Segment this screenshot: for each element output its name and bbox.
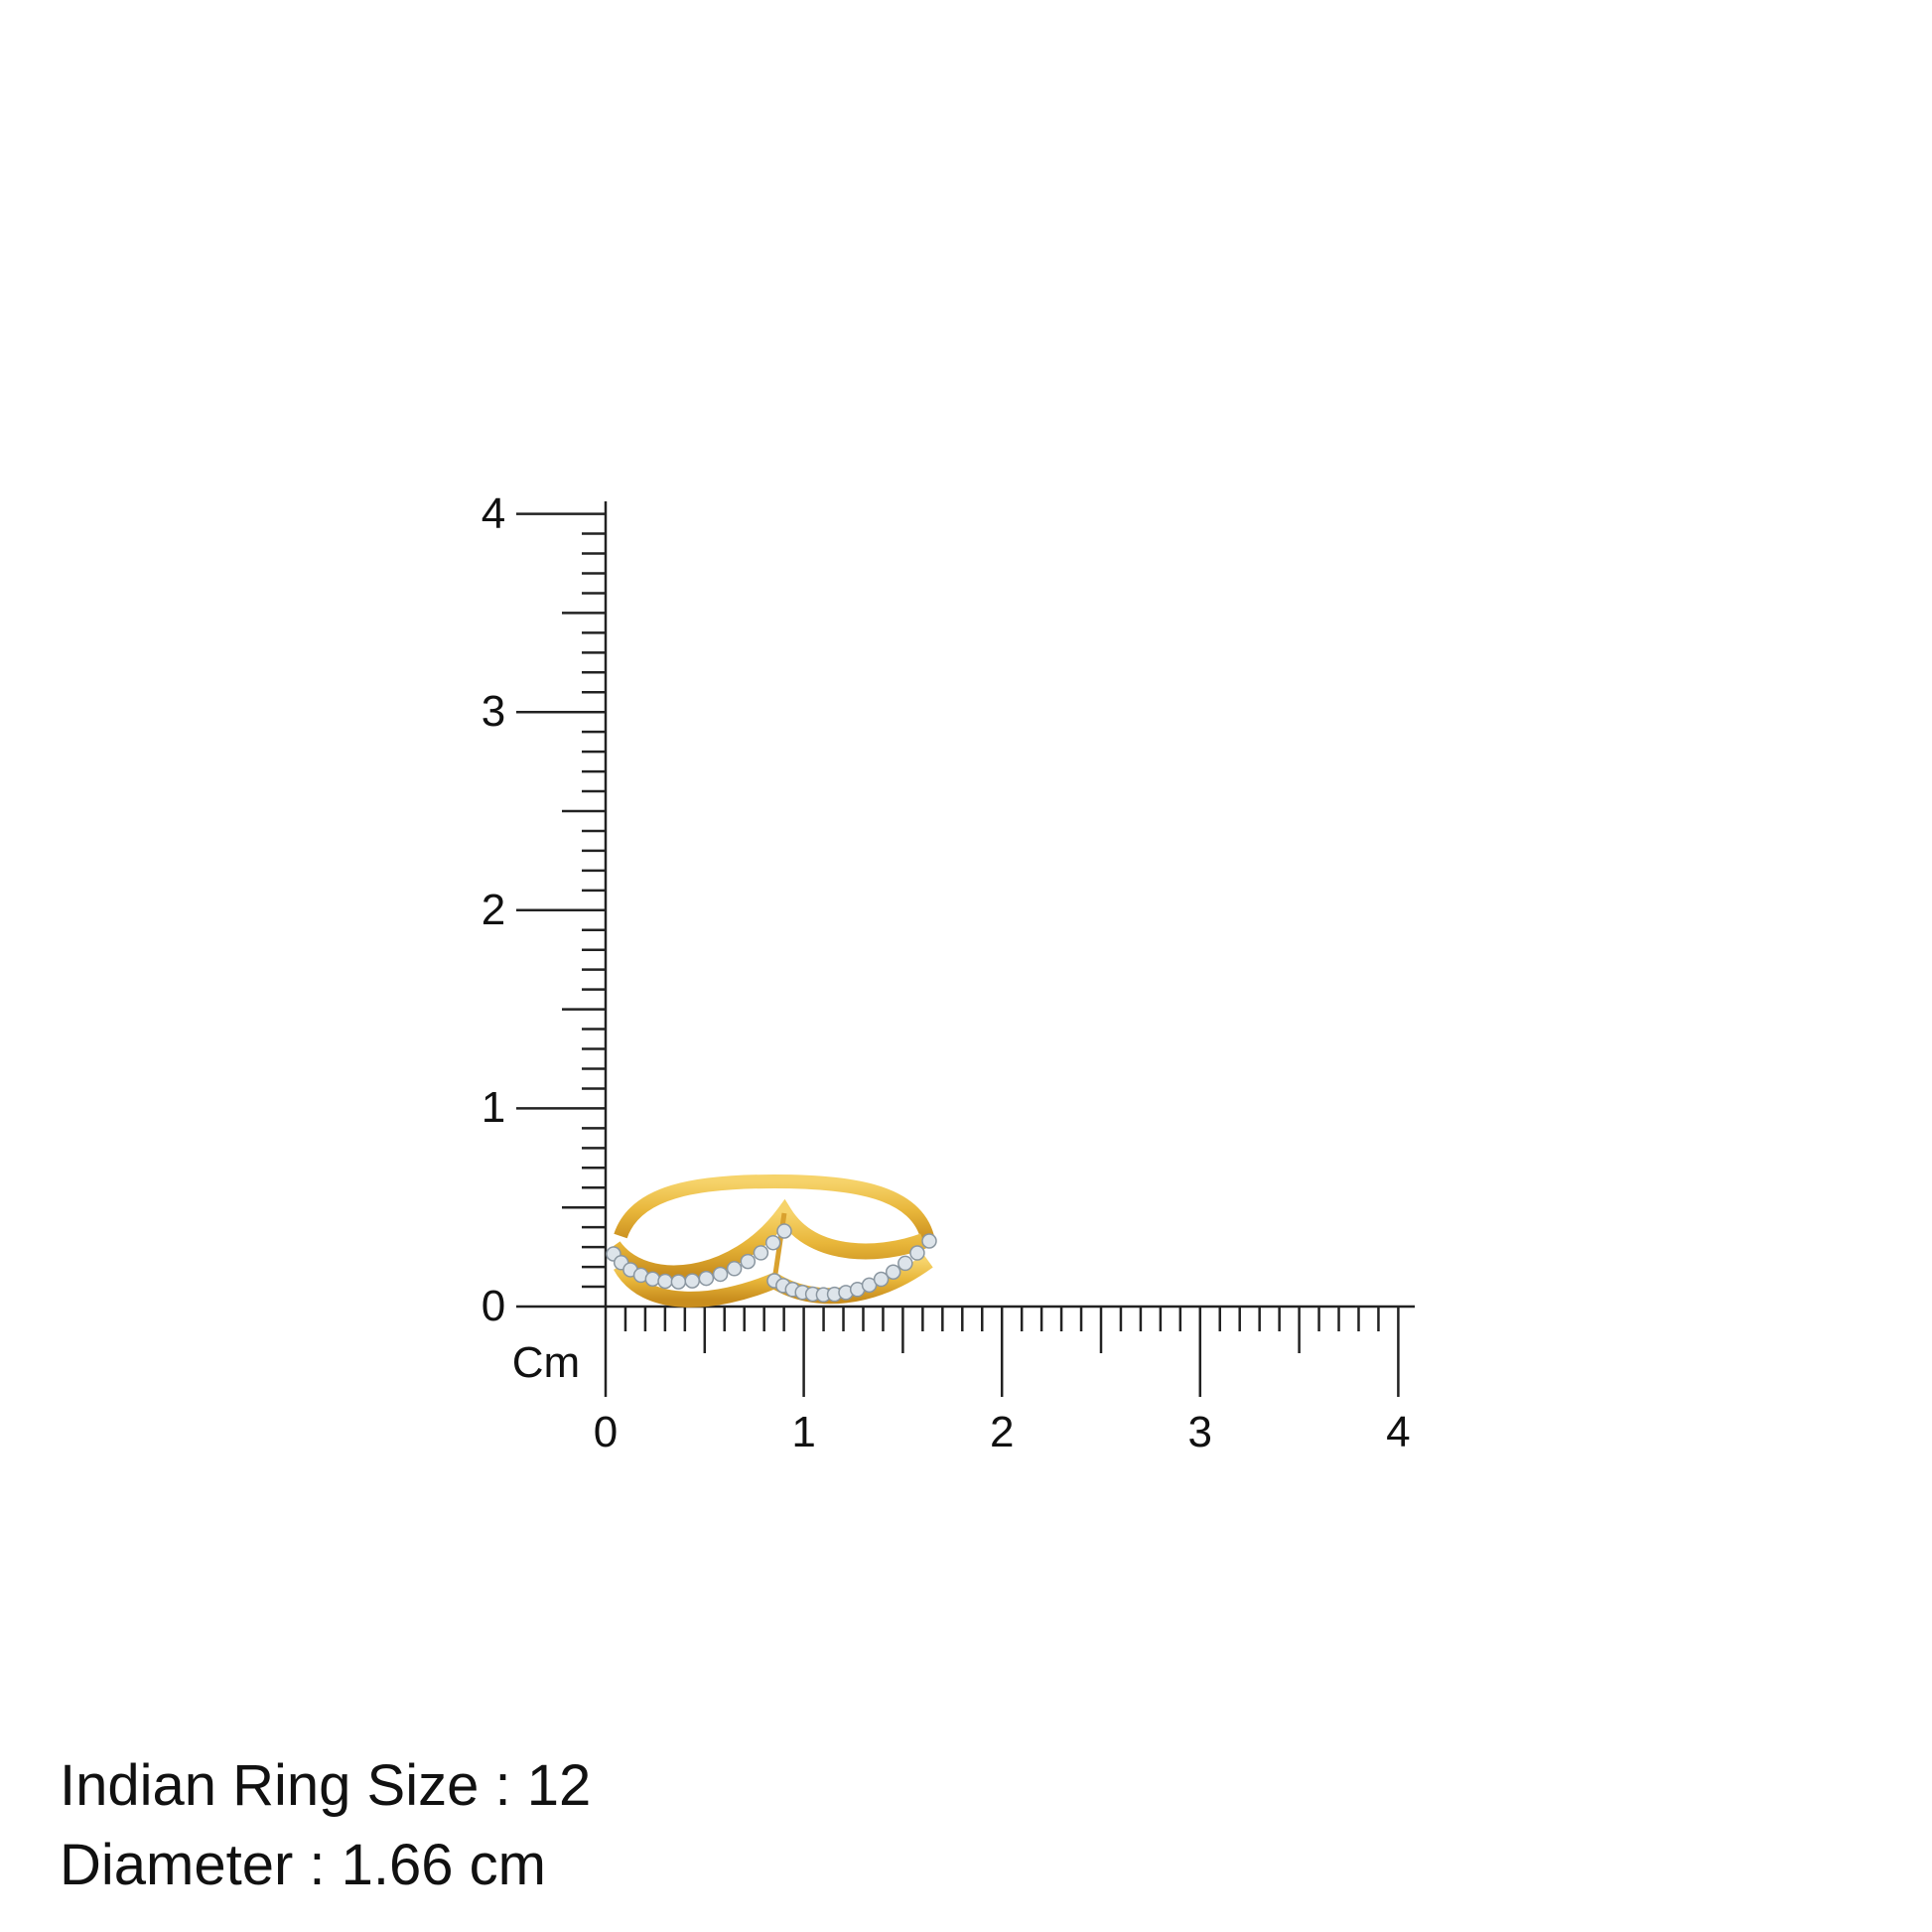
- y-tick-label: 2: [481, 885, 506, 934]
- diamond-stone: [909, 1245, 925, 1261]
- y-tick-label: 0: [481, 1282, 506, 1330]
- diamond-stones: [606, 1223, 937, 1303]
- ruler-ticks: [516, 501, 1415, 1397]
- unit-label: Cm: [511, 1338, 581, 1387]
- y-tick-label: 4: [481, 488, 506, 538]
- diamond-stone: [873, 1271, 890, 1288]
- x-tick-label: 4: [1386, 1408, 1411, 1456]
- diamond-stone: [657, 1273, 673, 1290]
- diamond-stone: [753, 1245, 769, 1261]
- diamond-stone: [726, 1261, 743, 1277]
- diamond-stone: [921, 1233, 937, 1249]
- diamond-stone: [885, 1264, 901, 1280]
- diamond-stone: [670, 1274, 687, 1290]
- y-tick-label: 3: [481, 687, 506, 737]
- ring-size-text: Indian Ring Size : 12: [60, 1753, 592, 1818]
- diamond-stone: [698, 1270, 715, 1287]
- x-tick-label: 0: [593, 1408, 619, 1456]
- x-tick-label: 3: [1187, 1408, 1213, 1456]
- x-tick-label: 2: [989, 1408, 1015, 1456]
- diamond-stone: [740, 1253, 757, 1270]
- diamond-stone: [764, 1234, 781, 1251]
- y-tick-label: 1: [481, 1083, 506, 1133]
- diamond-stone: [684, 1273, 700, 1289]
- x-tick-label: 1: [791, 1408, 816, 1456]
- diamond-stone: [897, 1255, 913, 1272]
- diamond-stone: [776, 1223, 792, 1239]
- diamond-stone: [712, 1266, 729, 1283]
- diamond-stone: [644, 1271, 661, 1288]
- ring-image: [606, 1173, 937, 1308]
- diameter-text: Diameter : 1.66 cm: [60, 1833, 546, 1897]
